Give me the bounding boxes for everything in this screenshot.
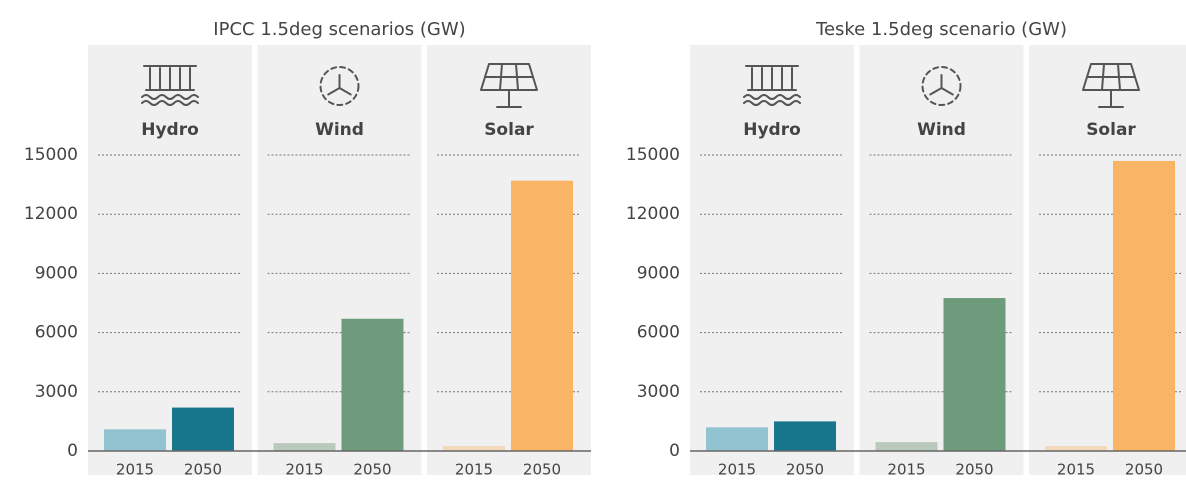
- y-tick-label: 15000: [626, 145, 680, 165]
- bar: [341, 318, 404, 451]
- icon: [141, 100, 199, 106]
- x-tick-label: 2015: [1057, 461, 1095, 479]
- bar: [273, 443, 336, 451]
- y-tick-label: 0: [669, 441, 680, 461]
- icon: [921, 66, 962, 106]
- bar: [943, 298, 1006, 451]
- icon: [515, 63, 519, 91]
- bar: [774, 421, 836, 451]
- y-tick-label: 15000: [24, 145, 78, 165]
- x-tick-label: 2015: [455, 461, 493, 479]
- group-label: Hydro: [743, 120, 801, 140]
- y-tick-label: 12000: [24, 204, 78, 224]
- bar: [706, 427, 768, 451]
- x-tick-label: 2050: [955, 461, 993, 479]
- bar: [1045, 446, 1107, 451]
- icon: [141, 94, 199, 100]
- icon: [319, 66, 360, 106]
- x-tick-label: 2050: [786, 461, 824, 479]
- chart-title: Teske 1.5deg scenario (GW): [815, 19, 1067, 40]
- y-tick-label: 9000: [637, 263, 680, 283]
- x-tick-label: 2015: [887, 461, 925, 479]
- icon: [929, 87, 943, 96]
- y-tick-label: 12000: [626, 204, 680, 224]
- icon: [1101, 63, 1105, 91]
- group-label: Wind: [315, 120, 364, 140]
- bar: [1113, 160, 1175, 452]
- icon: [338, 87, 352, 96]
- x-tick-label: 2050: [523, 461, 561, 479]
- y-tick-label: 6000: [637, 323, 680, 343]
- y-tick-label: 3000: [35, 382, 78, 402]
- bar: [172, 407, 234, 451]
- bar: [104, 429, 166, 451]
- y-tick-label: 9000: [35, 263, 78, 283]
- icon: [940, 87, 954, 96]
- x-tick-label: 2015: [285, 461, 323, 479]
- x-tick-label: 2050: [353, 461, 391, 479]
- icon: [327, 87, 341, 96]
- group-label: Wind: [917, 120, 966, 140]
- y-tick-label: 3000: [637, 382, 680, 402]
- x-tick-label: 2015: [116, 461, 154, 479]
- x-tick-label: 2015: [718, 461, 756, 479]
- bar: [875, 442, 938, 451]
- y-tick-label: 6000: [35, 323, 78, 343]
- panel: [690, 45, 854, 475]
- icon: [743, 94, 801, 100]
- panel: [88, 45, 252, 475]
- group-label: Solar: [1086, 120, 1136, 140]
- bar: [443, 446, 505, 451]
- bar: [511, 180, 573, 452]
- icon: [499, 63, 503, 91]
- group-label: Solar: [484, 120, 534, 140]
- chart-title: IPCC 1.5deg scenarios (GW): [213, 19, 465, 40]
- x-tick-label: 2050: [184, 461, 222, 479]
- y-tick-label: 0: [67, 441, 78, 461]
- icon: [1117, 63, 1121, 91]
- icon: [743, 100, 801, 106]
- group-label: Hydro: [141, 120, 199, 140]
- x-tick-label: 2050: [1125, 461, 1163, 479]
